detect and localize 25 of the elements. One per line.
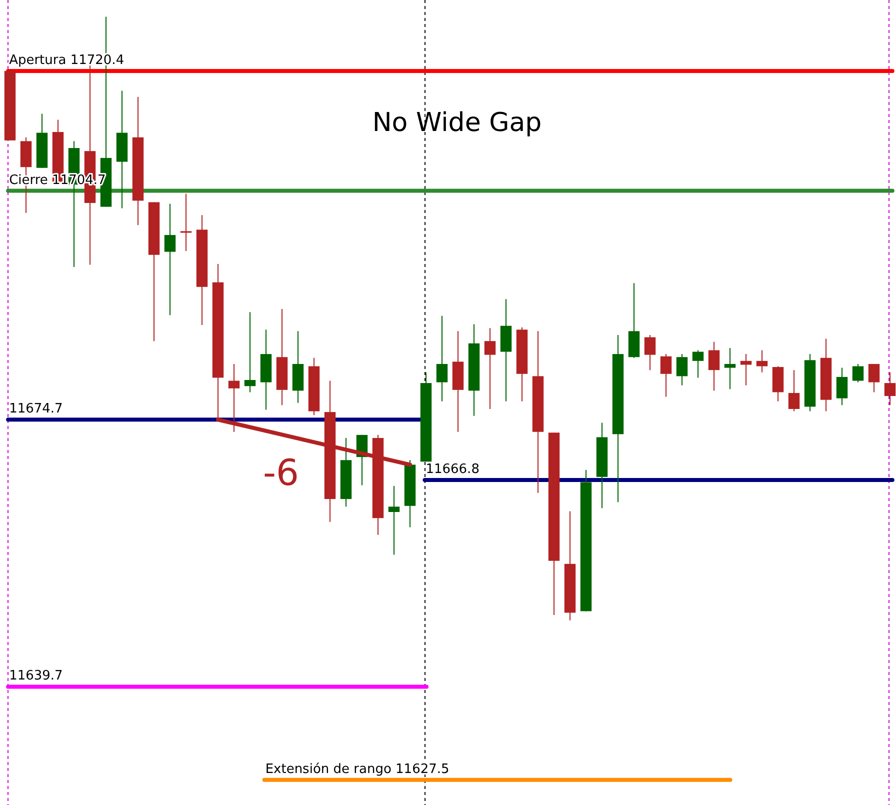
candlestick bbox=[676, 354, 688, 386]
candlestick bbox=[164, 203, 176, 316]
ref-line-label: 11639.7 bbox=[9, 668, 63, 684]
candlestick bbox=[756, 350, 768, 373]
candlestick bbox=[836, 367, 848, 406]
candlestick bbox=[692, 350, 704, 378]
candlestick bbox=[660, 354, 672, 398]
candlestick bbox=[644, 334, 656, 371]
candlestick bbox=[244, 312, 256, 393]
candlestick bbox=[724, 347, 736, 390]
ref-line-label: Extensión de rango 11627.5 bbox=[265, 762, 450, 777]
candlestick bbox=[436, 315, 448, 402]
candlestick bbox=[740, 354, 752, 386]
ref-line-label: 11674.7 bbox=[9, 402, 63, 417]
candlestick bbox=[884, 372, 896, 406]
candlestick bbox=[788, 370, 800, 412]
candlestick bbox=[484, 328, 496, 410]
candlestick bbox=[868, 363, 880, 393]
candlestick bbox=[708, 341, 720, 392]
ref-line-label: 11666.8 bbox=[426, 462, 480, 477]
candlestick bbox=[852, 363, 864, 383]
candlestick bbox=[180, 193, 192, 252]
annotation: -6 bbox=[263, 453, 299, 494]
text: No Wide Gap bbox=[372, 108, 542, 138]
candlestick bbox=[388, 486, 400, 556]
